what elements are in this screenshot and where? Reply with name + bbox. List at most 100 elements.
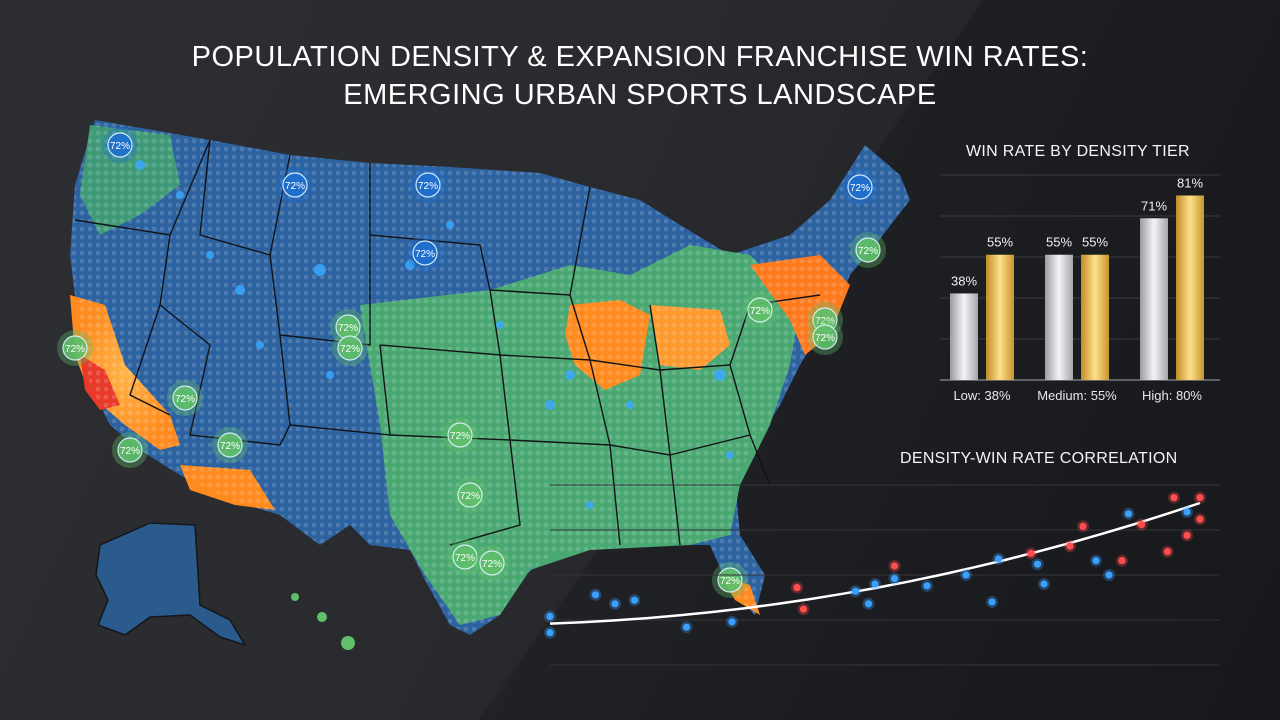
title-line-1: POPULATION DENSITY & EXPANSION FRANCHISE… xyxy=(191,41,1089,73)
map-marker-label: 72% xyxy=(285,181,305,192)
map-marker xyxy=(337,335,363,361)
map-marker-label: 72% xyxy=(815,316,835,327)
map-marker-label: 72% xyxy=(482,559,502,570)
map-marker-label: 72% xyxy=(850,183,870,194)
scatter-point xyxy=(793,584,801,592)
map-marker-label: 72% xyxy=(175,394,195,405)
map-marker-label: 72% xyxy=(858,246,878,257)
scatter-point xyxy=(1163,548,1172,556)
map-marker-label: 72% xyxy=(415,249,435,260)
scatter-point xyxy=(890,562,899,570)
alaska-region xyxy=(95,522,247,647)
map-marker-label: 72% xyxy=(720,576,740,587)
scatter-point xyxy=(871,580,879,588)
map-marker-label: 72% xyxy=(220,441,240,452)
map-marker-layer: 72% 72% 72% 72% 72% 72% 72% 72% 72% 72% 72% 72% 72% 7… xyxy=(57,127,886,598)
bar xyxy=(1045,254,1073,380)
map-marker-label: 72% xyxy=(750,306,770,317)
map-marker xyxy=(282,172,308,198)
map-marker-label: 72% xyxy=(65,344,85,355)
bar-value-label: 55% xyxy=(987,235,1013,250)
bar-chart-marks: 38% 55% Low: 38% 55% 55% Medium: 55% 71% 81% Hig… xyxy=(950,176,1204,403)
scatter-point xyxy=(1183,508,1191,516)
scatter-point xyxy=(630,596,639,604)
map-marker xyxy=(412,240,438,266)
scatter-point xyxy=(994,555,1003,563)
scatter-point xyxy=(1196,494,1204,502)
map-marker xyxy=(117,437,143,463)
scatter-chart-marks xyxy=(544,491,1206,639)
bar-value-label: 38% xyxy=(951,273,977,288)
scatter-point xyxy=(1092,557,1100,565)
bar xyxy=(986,254,1014,380)
scatter-point xyxy=(1033,560,1042,568)
scatter-chart xyxy=(544,484,1220,666)
hex-texture-overlay xyxy=(70,120,910,635)
scatter-point xyxy=(611,600,619,608)
map-marker-label: 72% xyxy=(450,431,470,442)
bar-value-label: 55% xyxy=(1046,235,1072,250)
bar-category-label: High: 80% xyxy=(1142,388,1202,403)
map-marker xyxy=(415,172,441,198)
bar xyxy=(1176,195,1204,380)
scatter-point xyxy=(1040,580,1048,588)
scatter-point xyxy=(1137,521,1146,529)
map-marker xyxy=(447,422,473,448)
map-marker-label: 72% xyxy=(455,553,475,564)
map-marker xyxy=(452,544,478,570)
scatter-point xyxy=(799,605,808,613)
page-title: POPULATION DENSITY & EXPANSION FRANCHISE… xyxy=(0,38,1280,114)
bar xyxy=(1081,254,1109,380)
scatter-point xyxy=(1079,522,1087,530)
scatter-point xyxy=(851,587,860,595)
bar xyxy=(950,293,978,380)
scatter-point xyxy=(864,600,873,608)
scatter-point xyxy=(1183,531,1191,539)
scatter-point xyxy=(1170,494,1178,502)
density-dot-trails xyxy=(135,160,734,509)
scatter-point xyxy=(1105,571,1113,579)
map-marker xyxy=(847,174,873,200)
bar-category-label: Medium: 55% xyxy=(1037,388,1117,403)
bar-category-label: Low: 38% xyxy=(953,388,1011,403)
hawaii-region xyxy=(291,593,355,650)
map-marker xyxy=(172,385,198,411)
map-marker xyxy=(217,432,243,458)
scatter-point xyxy=(988,598,996,606)
map-marker xyxy=(457,482,483,508)
trend-line xyxy=(549,501,1201,625)
bar-chart-title: WIN RATE BY DENSITY TIER xyxy=(966,143,1190,160)
map-marker xyxy=(717,567,743,593)
map-marker-label: 72% xyxy=(110,141,130,152)
bar-value-label: 55% xyxy=(1082,235,1108,250)
scatter-chart-title: DENSITY-WIN RATE CORRELATION xyxy=(900,450,1178,467)
map-marker-label: 72% xyxy=(815,333,835,344)
scatter-chart-gridlines xyxy=(550,484,1220,666)
bar-chart: 38% 55% Low: 38% 55% 55% Medium: 55% 71% 81% Hig… xyxy=(940,174,1220,403)
map-marker xyxy=(812,324,838,350)
us-density-map: 72% 72% 72% 72% 72% 72% 72% 72% 72% 72% 72% 72% 72% 7… xyxy=(57,120,910,650)
scatter-point xyxy=(682,623,691,631)
map-marker xyxy=(107,132,133,158)
map-marker-label: 72% xyxy=(460,491,480,502)
bar-value-label: 71% xyxy=(1141,198,1167,213)
scatter-point xyxy=(1124,510,1133,518)
scatter-point xyxy=(1196,515,1204,523)
map-marker-label: 72% xyxy=(418,181,438,192)
title-line-2: EMERGING URBAN SPORTS LANDSCAPE xyxy=(343,79,937,111)
map-marker-label: 72% xyxy=(338,323,358,334)
scatter-point xyxy=(546,629,554,637)
bar-value-label: 81% xyxy=(1177,176,1203,191)
scatter-point xyxy=(728,618,736,626)
scatter-point xyxy=(923,582,931,590)
scatter-point xyxy=(962,571,970,579)
map-marker xyxy=(747,297,773,323)
scatter-point xyxy=(1027,549,1035,557)
map-marker-label: 72% xyxy=(120,446,140,457)
scatter-point xyxy=(591,591,600,599)
map-marker xyxy=(855,237,881,263)
map-marker-label: 72% xyxy=(340,344,360,355)
scatter-point xyxy=(1118,557,1126,565)
map-marker xyxy=(62,335,88,361)
scatter-point xyxy=(890,575,899,583)
